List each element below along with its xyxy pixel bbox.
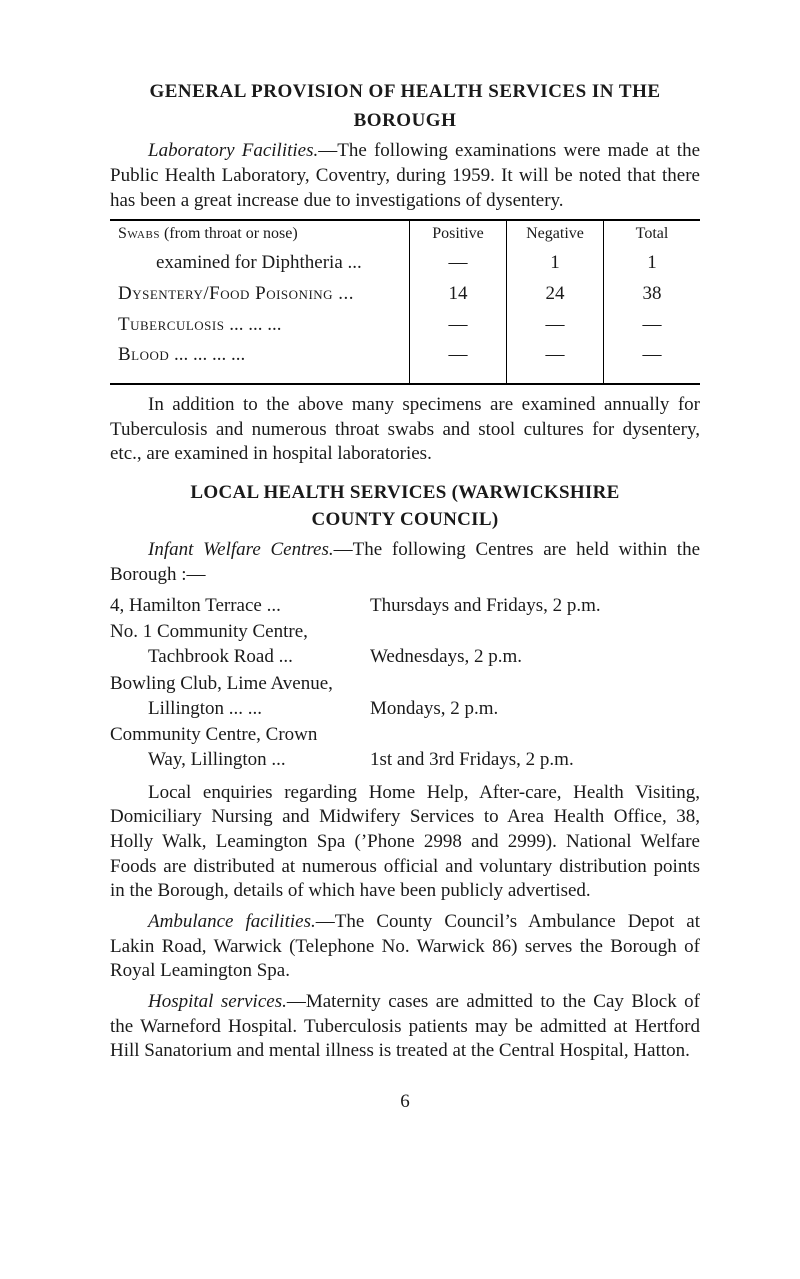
row1-c3: 1 <box>604 248 701 279</box>
table-row: examined for Diphtheria ... — 1 1 <box>110 248 700 279</box>
body-paragraph-2: Ambulance facilities.—The County Council… <box>110 910 700 984</box>
row1-c1: — <box>410 248 507 279</box>
centre-right: Mondays, 2 p.m. <box>370 697 700 722</box>
lab-table-wrap: Swabs (from throat or nose) Positive Neg… <box>110 219 700 385</box>
section-heading-line1: LOCAL HEALTH SERVICES (WARWICKSHIRE <box>110 481 700 506</box>
after-table-paragraph: In addition to the above many specimens … <box>110 393 700 467</box>
row3-c2: — <box>507 310 604 341</box>
row4-label-b: ... ... ... ... <box>174 344 245 365</box>
centre-main: No. 1 Community Centre, <box>110 621 308 642</box>
row1-c2: 1 <box>507 248 604 279</box>
centre-dots: ... <box>262 595 281 616</box>
row3-label-b: ... ... ... <box>229 314 281 335</box>
centre-sub: Way, Lillington ... <box>148 748 370 773</box>
centre-left: Bowling Club, Lime Avenue, Lillington ..… <box>110 672 370 721</box>
centre-dots: ... <box>267 749 286 770</box>
centre-left: Community Centre, Crown Way, Lillington … <box>110 723 370 772</box>
row4-c1: — <box>410 340 507 371</box>
intro-lead: Laboratory Facilities. <box>148 140 318 161</box>
row1-indent: examined for Diphtheria ... <box>110 248 410 279</box>
p2-lead: Ambulance facilities. <box>148 911 316 932</box>
document-page: GENERAL PROVISION OF HEALTH SERVICES IN … <box>0 0 800 1279</box>
intro-paragraph: Laboratory Facilities.—The following exa… <box>110 139 700 213</box>
centre-dots: ... <box>274 646 293 667</box>
row2-c2: 24 <box>507 279 604 310</box>
table-row: Blood ... ... ... ... — — — <box>110 340 700 371</box>
centre-main: Bowling Club, Lime Avenue, <box>110 673 333 694</box>
col-head-total: Total <box>604 220 701 248</box>
centre-main: Community Centre, Crown <box>110 724 317 745</box>
centre-right: 1st and 3rd Fridays, 2 p.m. <box>370 748 700 773</box>
page-heading-line1: GENERAL PROVISION OF HEALTH SERVICES IN … <box>110 80 700 105</box>
row4-c2: — <box>507 340 604 371</box>
row4-label-a: Blood <box>118 344 169 365</box>
p3-lead: Hospital services. <box>148 991 287 1012</box>
centre-right: Wednesdays, 2 p.m. <box>370 645 700 670</box>
col-head-positive: Positive <box>410 220 507 248</box>
centre-sub: Lillington ... ... <box>148 697 370 722</box>
list-item: No. 1 Community Centre, Tachbrook Road .… <box>110 620 700 669</box>
centre-sub: Tachbrook Road ... <box>148 645 370 670</box>
table-row: Tuberculosis ... ... ... — — — <box>110 310 700 341</box>
page-number: 6 <box>110 1090 700 1115</box>
row2-c1: 14 <box>410 279 507 310</box>
after-table-first: In addition to the above many specimens … <box>148 394 604 415</box>
table-head-row: Swabs (from throat or nose) Positive Neg… <box>110 220 700 248</box>
row3-c1: — <box>410 310 507 341</box>
p1-first: Local enquiries regarding Home Help, Aft… <box>148 782 624 803</box>
row3-label-a: Tuberculosis <box>118 314 224 335</box>
section-heading-line2: COUNTY COUNCIL) <box>110 508 700 533</box>
row4-c3: — <box>604 340 701 371</box>
centre-left: 4, Hamilton Terrace ... <box>110 594 370 619</box>
lab-table: Swabs (from throat or nose) Positive Neg… <box>110 219 700 385</box>
row2-c3: 38 <box>604 279 701 310</box>
centres-intro-lead: Infant Welfare Centres. <box>148 539 334 560</box>
centre-main: 4, Hamilton Terrace <box>110 595 262 616</box>
row1-label: Swabs (from throat or nose) <box>110 220 410 248</box>
list-item: 4, Hamilton Terrace ... Thursdays and Fr… <box>110 594 700 619</box>
row2-label-a: Dysentery/Food Poisoning ... <box>118 283 354 304</box>
table-row: Dysentery/Food Poisoning ... 14 24 38 <box>110 279 700 310</box>
centre-sub-text: Way, Lillington <box>148 749 267 770</box>
row1-label-a: Swabs <box>118 225 160 242</box>
centre-left: No. 1 Community Centre, Tachbrook Road .… <box>110 620 370 669</box>
list-item: Bowling Club, Lime Avenue, Lillington ..… <box>110 672 700 721</box>
body-paragraph-1: Local enquiries regarding Home Help, Aft… <box>110 781 700 904</box>
row2-label: Dysentery/Food Poisoning ... <box>110 279 410 310</box>
table-spacer <box>110 371 700 384</box>
row3-label: Tuberculosis ... ... ... <box>110 310 410 341</box>
col-head-negative: Negative <box>507 220 604 248</box>
row1-label-b: (from throat or nose) <box>164 225 298 242</box>
centres-list: 4, Hamilton Terrace ... Thursdays and Fr… <box>110 594 700 773</box>
page-heading-line2: BOROUGH <box>110 109 700 134</box>
centre-sub-text: Tachbrook Road <box>148 646 274 667</box>
row3-c3: — <box>604 310 701 341</box>
row4-label: Blood ... ... ... ... <box>110 340 410 371</box>
body-paragraph-3: Hospital services.—Maternity cases are a… <box>110 990 700 1064</box>
centre-sub-text: Lillington <box>148 698 224 719</box>
centres-intro: Infant Welfare Centres.—The following Ce… <box>110 538 700 587</box>
centre-dots: ... ... <box>224 698 262 719</box>
centre-right: Thursdays and Fridays, 2 p.m. <box>370 594 700 619</box>
list-item: Community Centre, Crown Way, Lillington … <box>110 723 700 772</box>
